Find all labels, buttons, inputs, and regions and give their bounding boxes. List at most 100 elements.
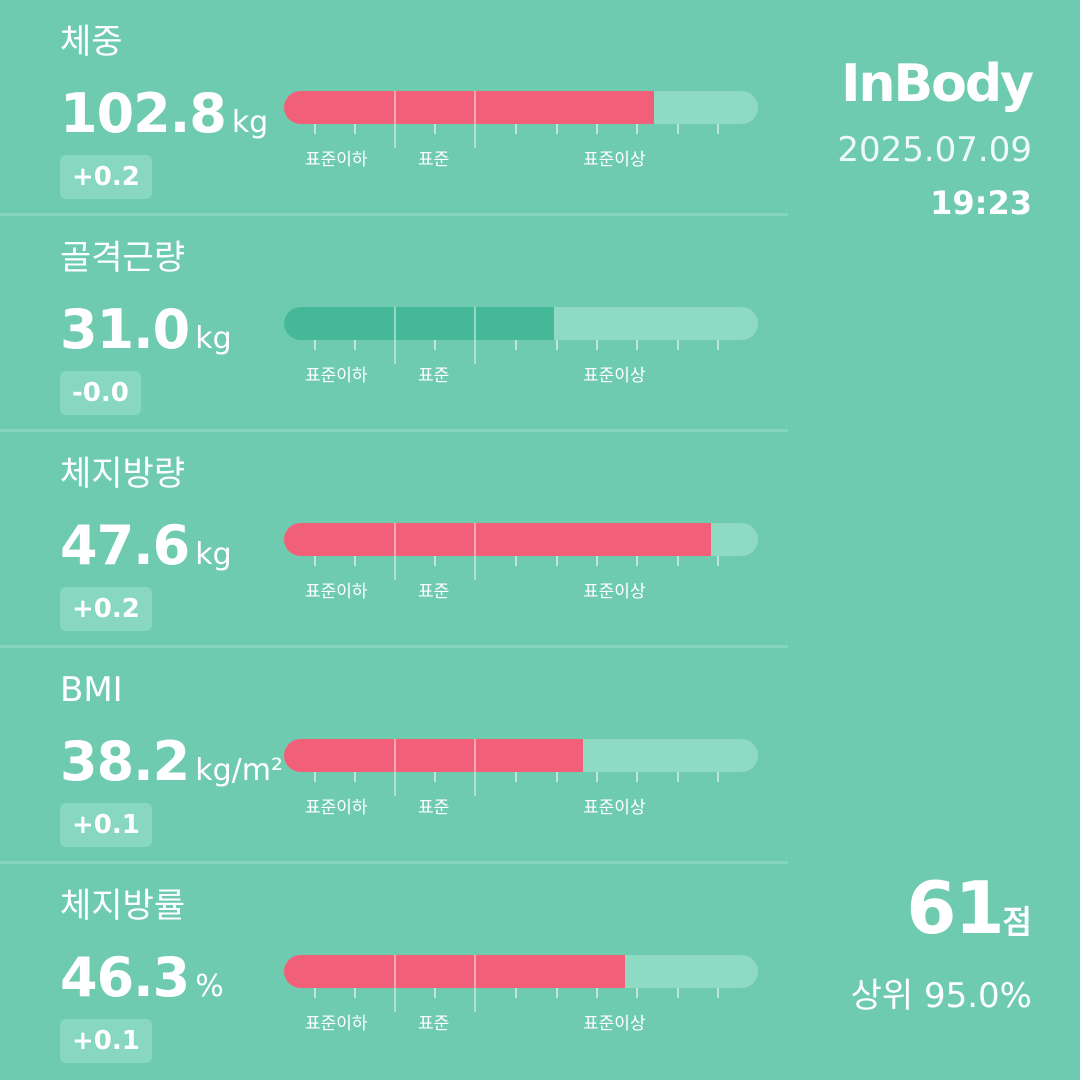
metric-value: 46.3 (60, 946, 190, 1009)
scale-tick (434, 124, 436, 134)
row-divider (0, 429, 788, 432)
scale-label-standard: 표준 (418, 1014, 450, 1034)
scale-label-below: 표준이하 (305, 1014, 368, 1034)
scale-tick (717, 340, 719, 350)
level-bar (284, 307, 758, 340)
metric-value: 38.2 (60, 730, 190, 793)
change-badge: +0.2 (60, 155, 152, 199)
metric-value: 47.6 (60, 514, 190, 577)
metric-value: 102.8 (60, 82, 227, 145)
scale-label-standard: 표준 (418, 366, 450, 386)
standard-range-divider (394, 955, 396, 1012)
scale-tick (354, 556, 356, 566)
scale-label-above: 표준이상 (583, 798, 646, 818)
standard-range-divider (474, 739, 476, 796)
scale-tick (556, 124, 558, 134)
scale-tick (434, 340, 436, 350)
scale-tick (556, 988, 558, 998)
scale-tick (636, 772, 638, 782)
scale-tick (515, 556, 517, 566)
scale-tick (717, 124, 719, 134)
metric-row-weight[interactable]: 체중 102.8 kg +0.2 표준이하 표준 표준이상 (0, 0, 788, 216)
scale-tick (354, 340, 356, 350)
metric-value-line: 47.6 kg (60, 514, 232, 578)
level-bar-fill (284, 91, 654, 124)
metric-unit: kg/m² (195, 753, 284, 788)
standard-range-divider (474, 91, 476, 148)
level-bar-fill (284, 955, 626, 988)
standard-range-divider (394, 91, 396, 148)
scale-tick (677, 556, 679, 566)
scale-tick (515, 124, 517, 134)
scale-label-below: 표준이하 (305, 150, 368, 170)
scale-tick (677, 340, 679, 350)
metric-row-skeletal-muscle[interactable]: 골격근량 31.0 kg -0.0 표준이하 표준 표준이상 (0, 216, 788, 432)
scale-label-standard: 표준 (418, 798, 450, 818)
scale-tick (677, 988, 679, 998)
metric-label: 체중 (60, 22, 123, 62)
row-divider (0, 645, 788, 648)
scale-tick (636, 340, 638, 350)
level-bar-fill (284, 739, 583, 772)
scale-tick (556, 772, 558, 782)
level-bar (284, 523, 758, 556)
scale-label-below: 표준이하 (305, 366, 368, 386)
measurement-time: 19:23 (930, 184, 1032, 222)
scale-label-below: 표준이하 (305, 798, 368, 818)
metric-label: 골격근량 (60, 238, 186, 278)
scale-label-below: 표준이하 (305, 582, 368, 602)
inbody-logo: InBody (841, 54, 1034, 114)
metric-value-line: 46.3% (60, 946, 224, 1010)
scale-label-above: 표준이상 (583, 582, 646, 602)
scale-tick (556, 340, 558, 350)
scale-tick (596, 772, 598, 782)
metric-value: 31.0 (60, 298, 190, 361)
scale-tick (636, 556, 638, 566)
scale-label-above: 표준이상 (583, 366, 646, 386)
standard-range-divider (474, 307, 476, 364)
level-bar (284, 739, 758, 772)
metric-row-bmi[interactable]: BMI 38.2 kg/m² +0.1 표준이하 표준 표준이상 (0, 648, 788, 864)
scale-tick (434, 772, 436, 782)
metric-row-body-fat-mass[interactable]: 체지방량 47.6 kg +0.2 표준이하 표준 표준이상 (0, 432, 788, 648)
standard-range-divider (474, 523, 476, 580)
scale-tick (314, 556, 316, 566)
score-unit: 점 (1002, 903, 1032, 941)
metric-row-body-fat-percent[interactable]: 체지방률 46.3% +0.1 표준이하 표준 표준이상 (0, 864, 788, 1080)
scale-label-above: 표준이상 (583, 1014, 646, 1034)
metric-value-line: 31.0 kg (60, 298, 232, 362)
scale-tick (314, 124, 316, 134)
metric-label: 체지방량 (60, 454, 186, 494)
scale-tick (354, 988, 356, 998)
scale-tick (515, 988, 517, 998)
scale-tick (596, 556, 598, 566)
score-value: 61 (906, 866, 1004, 950)
scale-tick (314, 988, 316, 998)
standard-range-divider (394, 739, 396, 796)
metrics-panel: 체중 102.8 kg +0.2 표준이하 표준 표준이상 골격근량 31.0 kg… (0, 0, 788, 1080)
standard-range-divider (394, 523, 396, 580)
level-bar (284, 955, 758, 988)
metric-label: BMI (60, 670, 123, 710)
scale-tick (354, 772, 356, 782)
metric-value-line: 102.8 kg (60, 82, 268, 146)
level-bar (284, 91, 758, 124)
metric-unit: % (195, 969, 224, 1004)
change-badge: -0.0 (60, 371, 141, 415)
score-rank: 상위 95.0% (850, 976, 1032, 1016)
change-badge: +0.2 (60, 587, 152, 631)
inbody-score[interactable]: 61점 (906, 868, 1032, 948)
scale-tick (515, 772, 517, 782)
scale-tick (434, 988, 436, 998)
level-bar-fill (284, 307, 555, 340)
scale-tick (596, 988, 598, 998)
scale-tick (717, 772, 719, 782)
metric-unit: kg (231, 105, 269, 140)
measurement-date: 2025.07.09 (837, 130, 1032, 170)
change-badge: +0.1 (60, 1019, 152, 1063)
scale-label-standard: 표준 (418, 150, 450, 170)
metric-unit: kg (195, 321, 232, 356)
scale-tick (677, 124, 679, 134)
change-badge: +0.1 (60, 803, 152, 847)
level-bar-fill (284, 523, 711, 556)
